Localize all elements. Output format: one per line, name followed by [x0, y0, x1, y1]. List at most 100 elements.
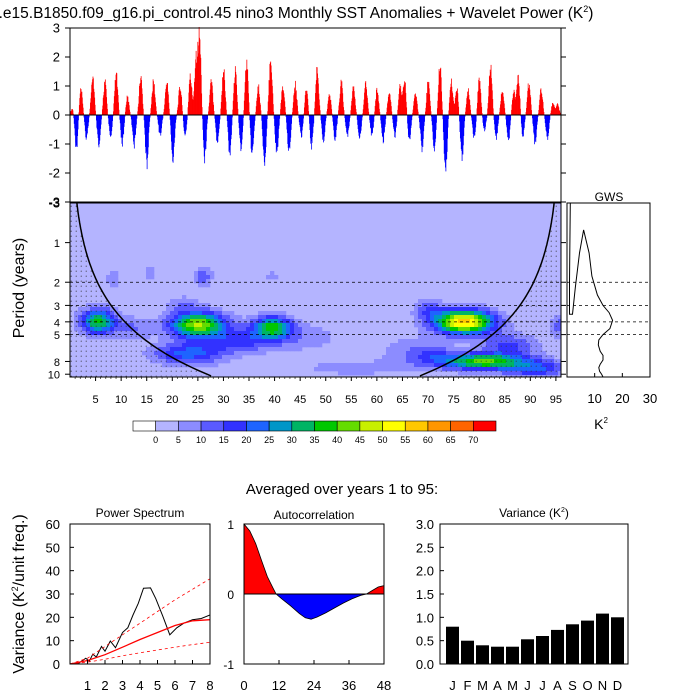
wavelet-cell: [170, 311, 175, 316]
wavelet-xtick-label: 75: [447, 394, 459, 406]
wavelet-ytick-label: 8: [54, 357, 60, 369]
sst-anomaly-bar: [347, 115, 349, 131]
colorbar-swatch: [359, 420, 383, 432]
wavelet-cell: [386, 347, 391, 352]
sst-anomaly-bar: [315, 80, 317, 115]
sst-anomaly-bar: [542, 101, 544, 115]
wavelet-cell: [146, 335, 151, 340]
sst-anomaly-bar: [127, 96, 129, 115]
sst-anomaly-bar: [255, 106, 257, 115]
sst-anomaly-bar: [193, 91, 195, 115]
wavelet-cell: [266, 323, 271, 328]
power-spectrum-ytick-label: 0: [53, 657, 60, 672]
sst-anomaly-bar: [281, 90, 283, 115]
sst-ytick-label: -3: [48, 195, 60, 210]
wavelet-cell: [410, 355, 415, 360]
wavelet-cell: [210, 355, 215, 360]
sst-anomaly-bar: [371, 115, 373, 132]
wavelet-cell: [434, 351, 439, 356]
wavelet-cell: [266, 343, 271, 348]
sst-anomaly-bar: [495, 115, 497, 134]
wavelet-cell: [250, 319, 255, 324]
wavelet-cell: [274, 331, 279, 336]
wavelet-cell: [242, 351, 247, 356]
wavelet-cell: [258, 311, 263, 316]
sst-anomaly-bar: [518, 86, 520, 115]
wavelet-cell: [498, 315, 503, 320]
sst-anomaly-bar: [298, 115, 300, 123]
wavelet-cell: [270, 347, 275, 352]
wavelet-cell: [302, 335, 307, 340]
sst-anomaly-bar: [206, 115, 208, 124]
variance-bar: [596, 613, 609, 664]
wavelet-cell: [458, 319, 463, 324]
sst-anomaly-bar: [394, 115, 396, 138]
sst-anomaly-bar: [188, 92, 190, 115]
sst-anomaly-bar: [118, 109, 120, 115]
sst-anomaly-bar: [127, 102, 129, 115]
power-spectrum-upper-95-line: [70, 578, 210, 664]
sst-anomaly-bar: [491, 83, 493, 115]
sst-anomaly-bar: [226, 115, 228, 121]
wavelet-cell: [286, 347, 291, 352]
sst-anomaly-bar: [347, 115, 348, 134]
wavelet-cell: [430, 319, 435, 324]
wavelet-cell: [422, 355, 427, 360]
sst-anomaly-bar: [110, 115, 111, 137]
wavelet-cell: [426, 363, 431, 368]
sst-anomaly-bar: [459, 115, 461, 132]
wavelet-cell: [458, 315, 463, 320]
sst-anomaly-bar: [250, 115, 252, 136]
sst-anomaly-bar: [125, 107, 127, 115]
sst-anomaly-bar: [239, 115, 240, 135]
sst-anomaly-bar: [258, 94, 260, 115]
sst-anomaly-bar: [416, 100, 418, 115]
sst-anomaly-bar: [459, 115, 460, 122]
sst-anomaly-bar: [292, 102, 294, 115]
sst-anomaly-bar: [192, 99, 194, 115]
sst-anomaly-bar: [357, 115, 359, 125]
variance-ytick-label: 2.5: [416, 540, 434, 555]
sst-anomaly-bar: [115, 80, 116, 115]
wavelet-cell: [366, 363, 371, 368]
wavelet-cell: [214, 327, 219, 332]
sst-anomaly-bar: [428, 88, 430, 115]
wavelet-cell: [114, 275, 119, 280]
wavelet-cell: [406, 339, 411, 344]
sst-anomaly-bar: [441, 91, 443, 115]
sst-anomaly-bar: [171, 115, 173, 154]
sst-anomaly-bar: [96, 115, 98, 128]
sst-anomaly-bar: [178, 90, 180, 115]
variance-month-label: A: [493, 678, 502, 693]
wavelet-cell: [262, 331, 267, 336]
wavelet-cell: [494, 307, 499, 312]
wavelet-cell: [362, 367, 367, 372]
sst-anomaly-bar: [240, 115, 242, 152]
sst-anomaly-bar: [302, 115, 304, 127]
sst-anomaly-bar: [146, 115, 148, 160]
wavelet-cell: [410, 347, 415, 352]
sst-anomaly-bar: [439, 68, 441, 115]
power-spectrum-xtick-label: 4: [136, 678, 143, 693]
sst-anomaly-bar: [474, 115, 476, 136]
wavelet-cell: [210, 351, 215, 356]
wavelet-cell: [462, 351, 467, 356]
power-spectrum-xtick-label: 7: [189, 678, 196, 693]
wavelet-cell: [266, 275, 271, 280]
sst-anomaly-bar: [200, 57, 202, 115]
sst-anomaly-bar: [333, 115, 335, 137]
sst-anomaly-bar: [80, 88, 82, 115]
wavelet-cell: [166, 335, 171, 340]
wavelet-cell: [390, 355, 395, 360]
sst-anomaly-bar: [396, 115, 397, 127]
sst-ytick-label: 3: [53, 21, 60, 36]
wavelet-cell: [282, 331, 287, 336]
sst-anomaly-bar: [124, 111, 126, 115]
sst-anomaly-bar: [463, 115, 465, 128]
sst-anomaly-bar: [443, 115, 445, 154]
wavelet-cell: [418, 311, 423, 316]
sst-anomaly-bar: [373, 115, 375, 122]
sst-anomaly-bar: [198, 45, 200, 116]
sst-anomaly-bar: [296, 99, 298, 115]
sst-anomaly-bar: [483, 115, 485, 128]
